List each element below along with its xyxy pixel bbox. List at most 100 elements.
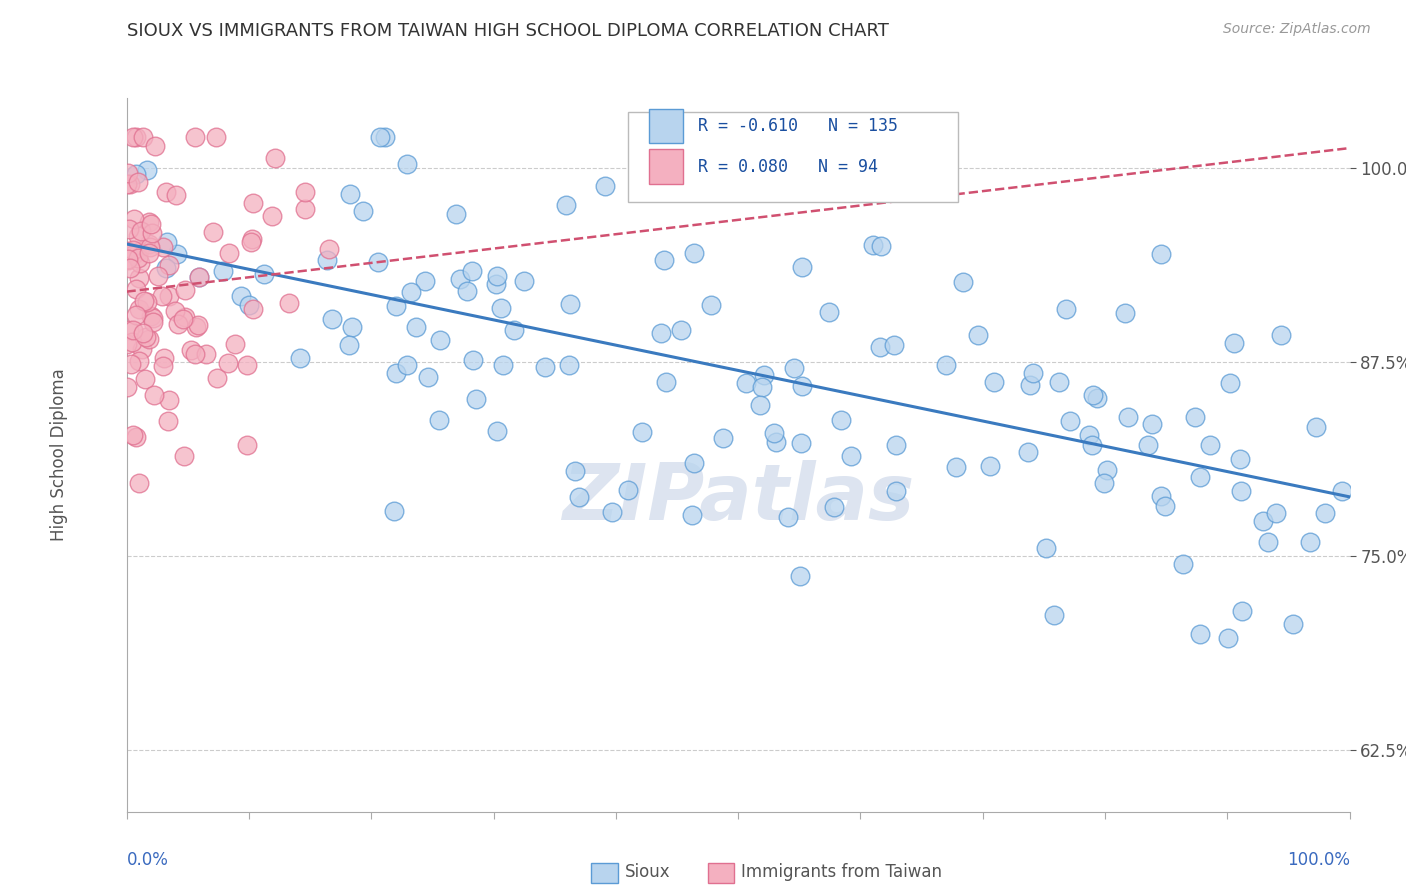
Point	[138, 332, 160, 346]
Point	[792, 260, 814, 274]
Point	[789, 569, 811, 583]
Bar	[648, 109, 683, 143]
Point	[1223, 335, 1246, 350]
Point	[700, 297, 723, 311]
Point	[318, 242, 340, 256]
Point	[240, 232, 263, 246]
Point	[117, 165, 139, 179]
Point	[138, 236, 160, 251]
Point	[693, 171, 716, 186]
Bar	[592, 863, 619, 883]
Point	[1136, 438, 1159, 452]
Point	[671, 323, 693, 337]
Point	[122, 322, 145, 336]
Point	[342, 320, 364, 334]
Point	[184, 129, 207, 144]
Point	[870, 239, 893, 253]
Point	[839, 449, 862, 463]
Point	[131, 224, 153, 238]
Point	[823, 500, 845, 514]
Point	[1270, 328, 1292, 343]
Point	[396, 358, 419, 372]
Point	[118, 322, 141, 336]
Point	[1257, 535, 1279, 549]
Point	[534, 360, 557, 375]
Point	[127, 252, 149, 266]
Point	[205, 371, 228, 385]
Point	[1142, 417, 1164, 431]
Point	[132, 293, 155, 308]
Point	[461, 264, 484, 278]
Point	[238, 298, 260, 312]
Point	[121, 129, 143, 144]
Point	[790, 435, 813, 450]
Point	[1331, 483, 1354, 498]
Point	[236, 438, 259, 452]
Point	[456, 284, 478, 298]
Point	[165, 187, 187, 202]
Point	[884, 484, 907, 499]
Point	[157, 392, 180, 407]
Point	[125, 429, 148, 443]
Point	[157, 289, 180, 303]
Point	[401, 285, 423, 299]
Point	[218, 246, 240, 260]
Point	[146, 269, 169, 284]
Point	[1054, 302, 1077, 317]
Point	[217, 356, 239, 370]
Point	[120, 177, 142, 191]
Point	[983, 375, 1005, 389]
Point	[1116, 409, 1139, 424]
Point	[122, 428, 145, 442]
Point	[1114, 306, 1136, 320]
Point	[294, 202, 316, 216]
Point	[115, 380, 138, 394]
Text: 100.0%: 100.0%	[1286, 851, 1350, 869]
Point	[139, 240, 162, 254]
Point	[749, 398, 772, 412]
Point	[735, 376, 758, 391]
Point	[229, 289, 252, 303]
Point	[1150, 246, 1173, 260]
Point	[1081, 388, 1104, 402]
Point	[593, 179, 616, 194]
Point	[754, 368, 776, 383]
Point	[115, 244, 138, 258]
Point	[152, 240, 174, 254]
Point	[127, 175, 149, 189]
Point	[166, 247, 188, 261]
Point	[367, 255, 389, 269]
Point	[449, 271, 471, 285]
Point	[157, 259, 180, 273]
Point	[167, 317, 190, 331]
Point	[385, 299, 408, 313]
Bar	[648, 150, 683, 184]
Point	[242, 301, 264, 316]
Point	[184, 320, 207, 334]
Point	[242, 195, 264, 210]
Point	[1035, 541, 1057, 555]
Point	[681, 508, 703, 523]
Point	[138, 215, 160, 229]
Point	[485, 277, 508, 291]
Point	[115, 177, 138, 191]
Text: High School Diploma: High School Diploma	[51, 368, 69, 541]
Point	[655, 375, 678, 389]
Point	[429, 333, 451, 347]
Point	[136, 163, 159, 178]
Point	[1149, 489, 1171, 503]
Point	[115, 336, 138, 351]
Point	[128, 475, 150, 490]
Point	[141, 227, 163, 241]
Text: SIOUX VS IMMIGRANTS FROM TAIWAN HIGH SCHOOL DIPLOMA CORRELATION CHART: SIOUX VS IMMIGRANTS FROM TAIWAN HIGH SCH…	[127, 22, 889, 40]
Point	[117, 252, 139, 267]
Point	[288, 351, 311, 366]
Point	[683, 246, 706, 260]
Point	[1092, 476, 1115, 491]
Point	[173, 284, 195, 298]
Point	[503, 323, 526, 337]
Point	[180, 343, 202, 357]
Point	[152, 359, 174, 373]
Point	[465, 392, 488, 407]
Text: R = -0.610   N = 135: R = -0.610 N = 135	[697, 117, 898, 135]
